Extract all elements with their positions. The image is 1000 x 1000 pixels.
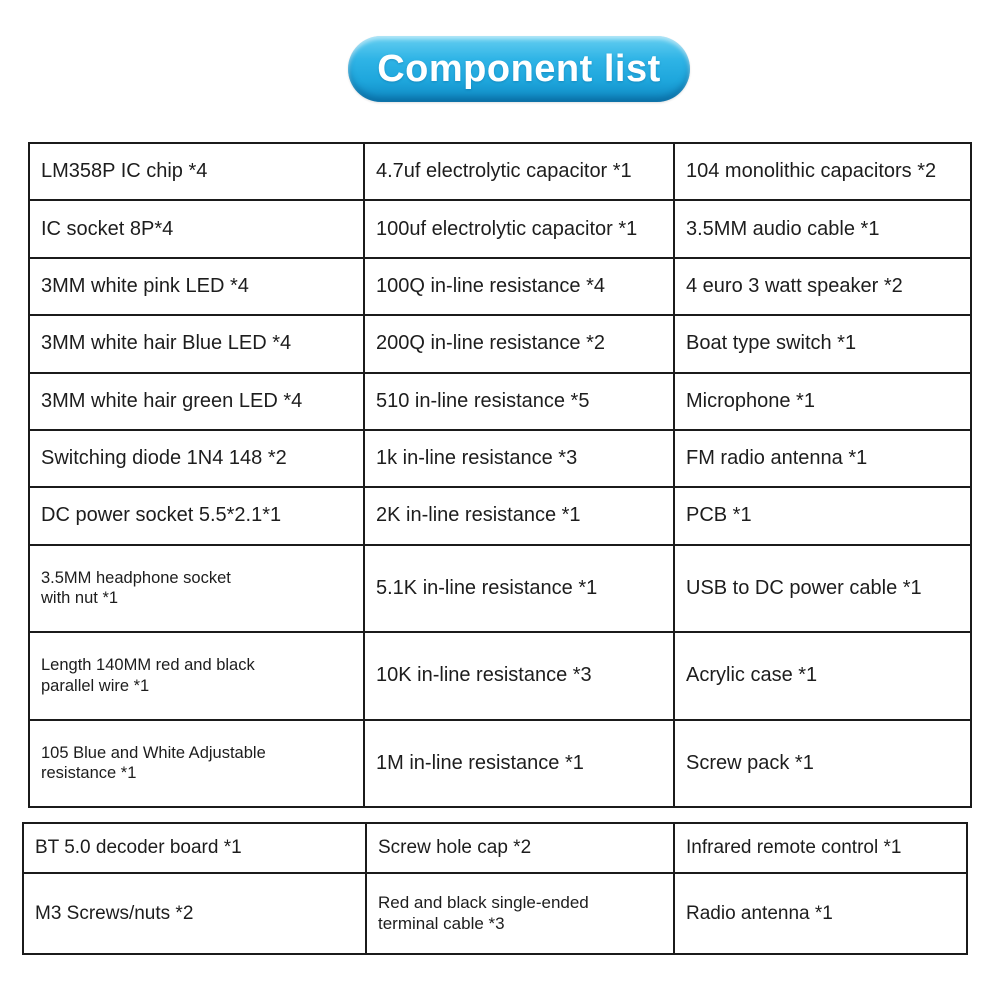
table-row: 3MM white pink LED *4 100Q in-line resis… xyxy=(28,256,972,317)
component-cell: 3MM white pink LED *4 xyxy=(28,256,365,317)
component-list-header-pill: Component list xyxy=(348,36,690,102)
page-title: Component list xyxy=(377,47,661,90)
table-row: BT 5.0 decoder board *1 Screw hole cap *… xyxy=(22,822,968,874)
component-cell: Screw pack *1 xyxy=(673,718,972,809)
component-cell: 1k in-line resistance *3 xyxy=(363,428,675,489)
table-row: 3MM white hair Blue LED *4 200Q in-line … xyxy=(28,314,972,374)
component-cell: IC socket 8P*4 xyxy=(28,199,365,259)
component-cell: Red and black single-ended terminal cabl… xyxy=(365,871,675,956)
component-cell: 104 monolithic capacitors *2 xyxy=(673,141,972,202)
component-cell: Screw hole cap *2 xyxy=(365,822,675,874)
component-cell: 3.5MM headphone socket with nut *1 xyxy=(28,543,365,634)
component-cell: LM358P IC chip *4 xyxy=(28,141,365,202)
component-cell: 3.5MM audio cable *1 xyxy=(673,199,972,259)
component-cell: 510 in-line resistance *5 xyxy=(363,371,675,431)
component-cell: Length 140MM red and black parallel wire… xyxy=(28,631,365,721)
component-cell: Microphone *1 xyxy=(673,371,972,431)
component-cell: USB to DC power cable *1 xyxy=(673,543,972,634)
component-cell: PCB *1 xyxy=(673,486,972,546)
component-cell: Radio antenna *1 xyxy=(673,871,968,956)
component-cell: M3 Screws/nuts *2 xyxy=(22,871,367,956)
component-table-bottom: BT 5.0 decoder board *1 Screw hole cap *… xyxy=(22,822,968,956)
component-cell: FM radio antenna *1 xyxy=(673,428,972,489)
component-cell: 105 Blue and White Adjustable resistance… xyxy=(28,718,365,809)
component-cell: 4 euro 3 watt speaker *2 xyxy=(673,256,972,317)
component-cell: 1M in-line resistance *1 xyxy=(363,718,675,809)
component-cell: Infrared remote control *1 xyxy=(673,822,968,874)
table-row: Length 140MM red and black parallel wire… xyxy=(28,631,972,721)
table-row: DC power socket 5.5*2.1*1 2K in-line res… xyxy=(28,486,972,546)
component-cell: 3MM white hair Blue LED *4 xyxy=(28,314,365,374)
component-cell: 4.7uf electrolytic capacitor *1 xyxy=(363,141,675,202)
component-cell: BT 5.0 decoder board *1 xyxy=(22,822,367,874)
table-row: IC socket 8P*4 100uf electrolytic capaci… xyxy=(28,199,972,259)
component-cell: 5.1K in-line resistance *1 xyxy=(363,543,675,634)
component-cell: Switching diode 1N4 148 *2 xyxy=(28,428,365,489)
component-cell: DC power socket 5.5*2.1*1 xyxy=(28,486,365,546)
component-cell: 100Q in-line resistance *4 xyxy=(363,256,675,317)
component-cell: 2K in-line resistance *1 xyxy=(363,486,675,546)
table-row: M3 Screws/nuts *2 Red and black single-e… xyxy=(22,871,968,956)
component-cell: 100uf electrolytic capacitor *1 xyxy=(363,199,675,259)
component-table-main: LM358P IC chip *4 4.7uf electrolytic cap… xyxy=(28,141,972,809)
component-cell: 3MM white hair green LED *4 xyxy=(28,371,365,431)
component-cell: 200Q in-line resistance *2 xyxy=(363,314,675,374)
component-cell: Acrylic case *1 xyxy=(673,631,972,721)
component-cell: Boat type switch *1 xyxy=(673,314,972,374)
component-cell: 10K in-line resistance *3 xyxy=(363,631,675,721)
table-row: 3MM white hair green LED *4 510 in-line … xyxy=(28,371,972,431)
table-row: 3.5MM headphone socket with nut *1 5.1K … xyxy=(28,543,972,634)
table-row: Switching diode 1N4 148 *2 1k in-line re… xyxy=(28,428,972,489)
table-row: 105 Blue and White Adjustable resistance… xyxy=(28,718,972,809)
table-row: LM358P IC chip *4 4.7uf electrolytic cap… xyxy=(28,141,972,202)
